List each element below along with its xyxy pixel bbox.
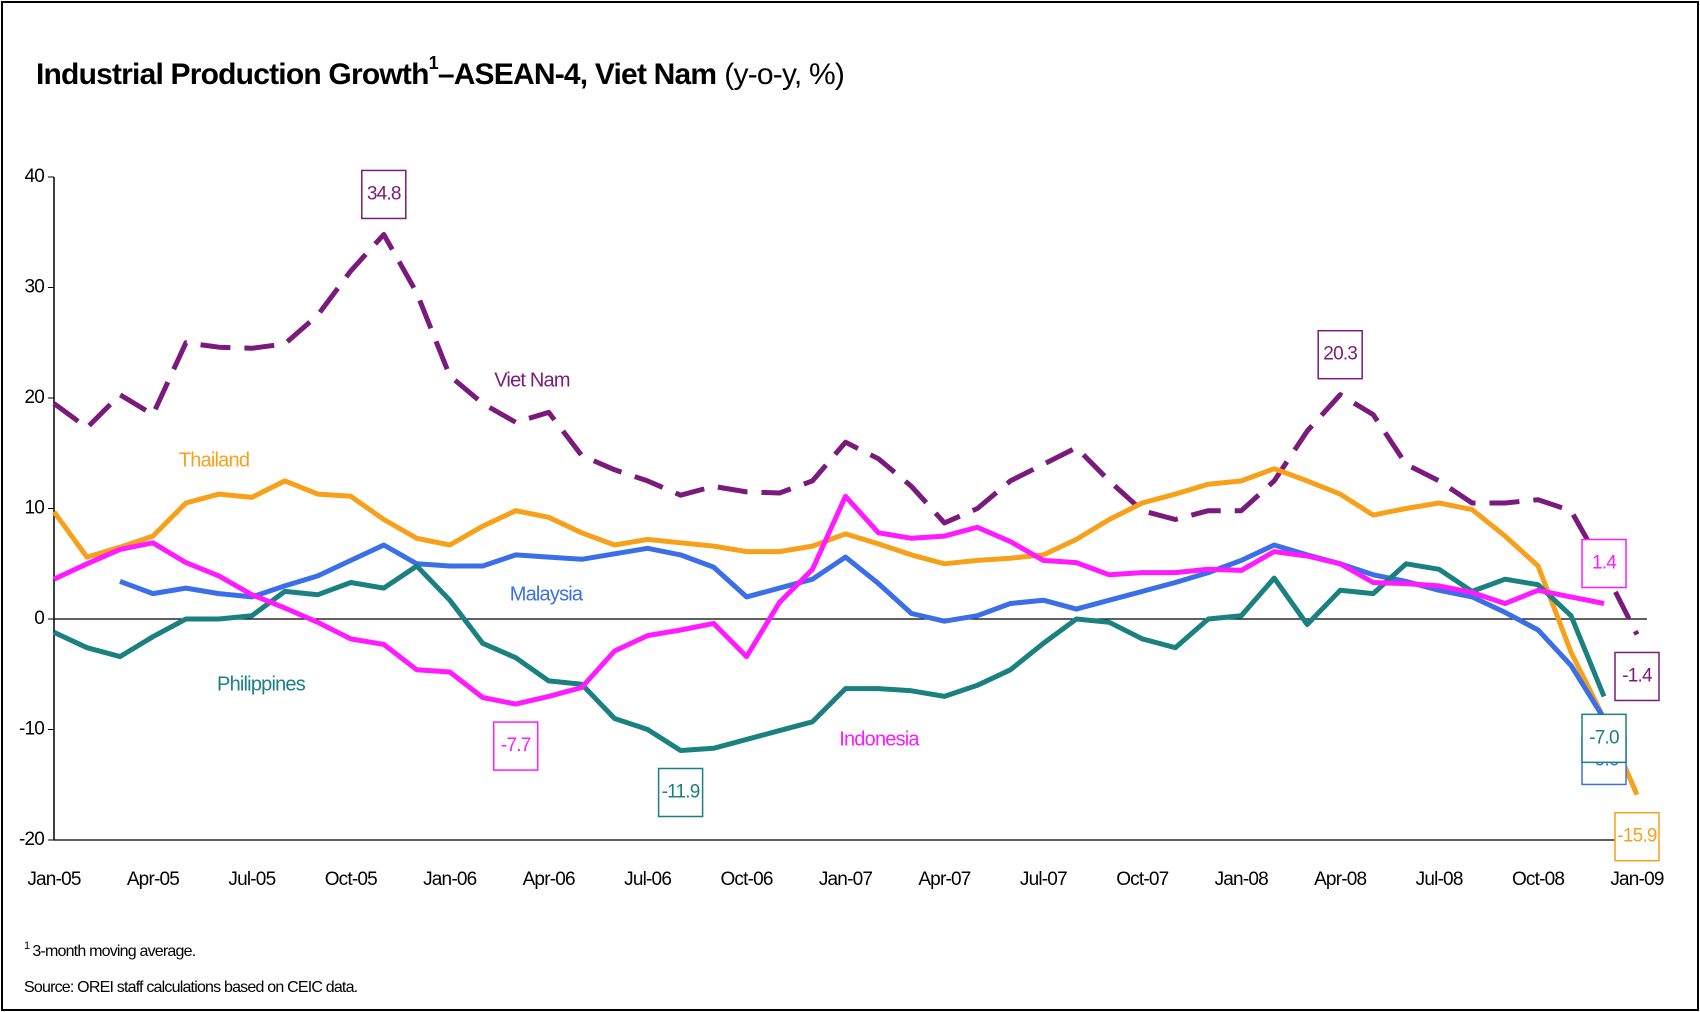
y-tick-label: 10 <box>24 498 44 519</box>
data-label-box <box>1614 811 1660 862</box>
data-label: -15.9 <box>1614 811 1660 862</box>
series-line <box>51 466 1640 796</box>
x-tick-label: Jan-09 <box>1610 869 1664 890</box>
x-tick-label: Jul-07 <box>1020 869 1067 890</box>
x-tick-label: Apr-08 <box>1314 869 1366 890</box>
series-name: Malaysia <box>510 583 584 605</box>
chart-title: Industrial Production Growth1–ASEAN-4, V… <box>36 53 844 91</box>
data-label-text: -1.4 <box>1622 665 1653 686</box>
series-name: Thailand <box>179 449 249 471</box>
series-line <box>52 493 1605 707</box>
data-label: -7.0 <box>1581 713 1627 764</box>
source: Source: OREI staff calculations based on… <box>24 979 357 996</box>
data-label-text: 1.4 <box>1592 553 1617 574</box>
footnote: 1 3-month moving average. <box>24 940 195 960</box>
data-label-box <box>1581 713 1627 764</box>
series-line <box>52 561 1607 753</box>
series-name: Viet Nam <box>494 369 570 391</box>
data-label: -7.7 <box>492 721 539 771</box>
footnote-text: 3-month moving average. <box>32 943 195 960</box>
x-tick-label: Jul-05 <box>228 869 275 890</box>
x-tick-label: Jan-06 <box>423 869 477 890</box>
x-tick-label: Jul-08 <box>1416 869 1463 890</box>
data-label-box <box>361 169 407 220</box>
data-label-text: -11.9 <box>662 782 700 803</box>
data-label-text: -7.7 <box>501 735 531 756</box>
data-label-box <box>492 721 539 771</box>
data-label-text: 34.8 <box>367 183 401 204</box>
data-label: 1.4 <box>1581 538 1627 589</box>
data-label-text: 20.3 <box>1323 344 1357 365</box>
x-tick-label: Apr-07 <box>918 869 970 890</box>
data-label: 20.3 <box>1317 329 1363 380</box>
data-label: -1.4 <box>1614 651 1660 702</box>
x-tick-label: Apr-06 <box>523 869 575 890</box>
series-name: Philippines <box>217 673 306 695</box>
x-tick-label: Jan-08 <box>1215 869 1269 890</box>
x-tick-label: Apr-05 <box>127 869 179 890</box>
data-label: -11.9 <box>657 767 704 818</box>
data-label-box <box>1317 329 1363 380</box>
title-superscript: 1 <box>429 53 439 73</box>
x-tick-label: Jan-05 <box>27 869 81 890</box>
footnote-mark: 1 <box>24 940 30 952</box>
x-tick-label: Oct-07 <box>1116 869 1168 890</box>
y-tick-label: 0 <box>34 608 44 629</box>
y-tick-label: -20 <box>19 829 44 850</box>
y-tick-label: 30 <box>24 277 44 298</box>
x-tick-label: Jul-06 <box>624 869 671 890</box>
data-label-box <box>657 767 704 818</box>
y-tick-label: 20 <box>24 387 44 408</box>
x-tick-label: Oct-05 <box>325 869 377 890</box>
title-unit: (y-o-y, %) <box>724 58 844 91</box>
series-name: Indonesia <box>839 728 920 750</box>
data-label-text: -7.0 <box>1589 727 1619 748</box>
data-label: 34.8 <box>361 169 407 220</box>
title-cont: –ASEAN-4, Viet Nam <box>438 58 716 91</box>
data-label-box <box>1581 538 1627 589</box>
x-tick-label: Oct-08 <box>1512 869 1564 890</box>
y-tick-label: -10 <box>19 719 44 740</box>
data-label-box <box>1614 651 1660 702</box>
title-main: Industrial Production Growth <box>36 58 429 91</box>
y-tick-label: 40 <box>24 166 44 187</box>
x-tick-label: Oct-06 <box>720 869 772 890</box>
x-tick-label: Jan-07 <box>819 869 873 890</box>
data-label-text: -15.9 <box>1617 826 1657 847</box>
series-line <box>52 232 1640 636</box>
series-line <box>119 542 1607 720</box>
